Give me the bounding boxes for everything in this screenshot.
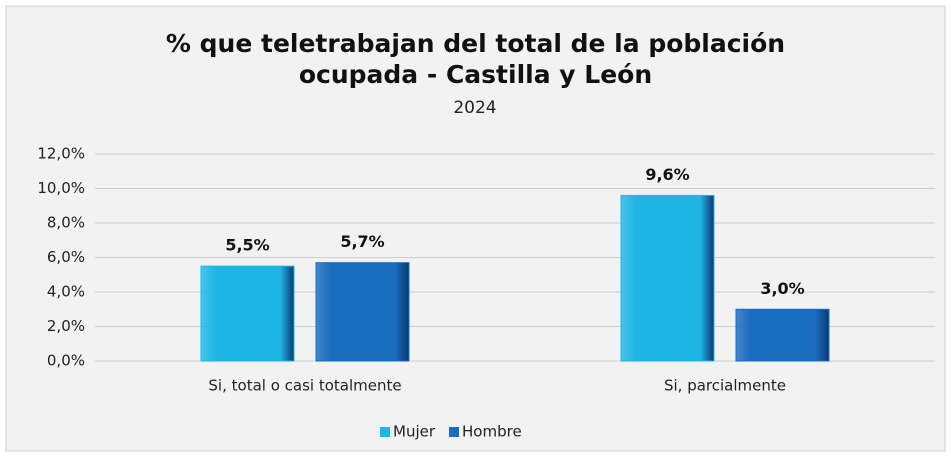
legend-swatch xyxy=(380,427,390,437)
y-tick-label: 2,0% xyxy=(47,317,85,335)
chart-background xyxy=(5,5,946,452)
y-tick-label: 6,0% xyxy=(47,248,85,266)
legend-label: Hombre xyxy=(462,423,522,441)
chart-subtitle: 2024 xyxy=(453,98,496,118)
value-label: 9,6% xyxy=(645,165,689,184)
y-tick-label: 10,0% xyxy=(37,179,85,197)
y-tick-label: 4,0% xyxy=(47,283,85,301)
legend-label: Mujer xyxy=(393,423,436,441)
value-label: 5,5% xyxy=(225,236,269,255)
bar xyxy=(735,308,830,362)
chart-title: % que teletrabajan del total de la pobla… xyxy=(165,29,786,89)
y-tick-label: 0,0% xyxy=(47,352,85,370)
value-label: 3,0% xyxy=(760,279,804,298)
y-tick-label: 12,0% xyxy=(37,145,85,163)
bar xyxy=(200,265,295,362)
x-tick-label: Si, total o casi totalmente xyxy=(208,377,401,395)
y-tick-label: 8,0% xyxy=(47,214,85,232)
x-tick-label: Si, parcialmente xyxy=(664,377,786,395)
legend-swatch xyxy=(449,427,460,437)
value-label: 5,7% xyxy=(340,232,384,251)
bar xyxy=(620,194,715,362)
bar xyxy=(315,262,410,362)
